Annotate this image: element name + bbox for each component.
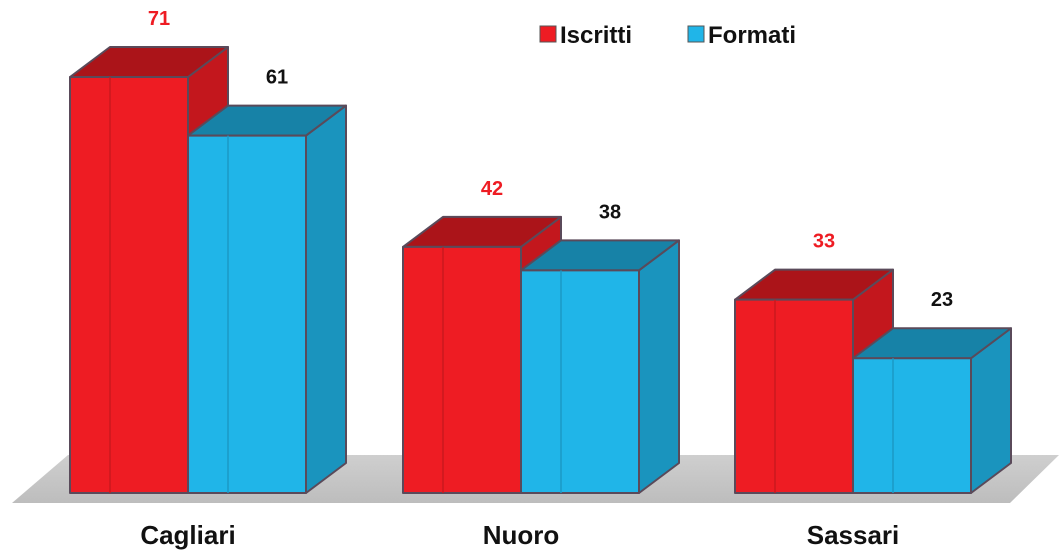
legend-label-formati: Formati [708, 22, 796, 49]
category-label-sassari: Sassari [807, 520, 900, 550]
bar-formati-cagliari[interactable] [187, 104, 347, 494]
bar-front [520, 269, 640, 494]
bar-side [638, 239, 680, 494]
bar-formati-sassari[interactable] [852, 327, 1012, 494]
data-label-formati-nuoro: 38 [599, 201, 621, 223]
legend-item-iscritti[interactable]: Iscritti [539, 22, 632, 49]
bar-front [402, 245, 522, 494]
data-label-formati-cagliari: 61 [266, 67, 288, 89]
bar-front [187, 134, 307, 494]
legend-swatch-iscritti [539, 25, 557, 43]
bar-side [305, 104, 347, 494]
legend: Iscritti Formati [539, 22, 796, 49]
bar-front [852, 357, 972, 494]
bars-layer [69, 46, 1012, 494]
category-label-cagliari: Cagliari [140, 520, 235, 550]
bar-front [734, 298, 854, 494]
data-label-formati-sassari: 23 [931, 289, 953, 311]
bar-formati-nuoro[interactable] [520, 239, 680, 494]
legend-label-iscritti: Iscritti [560, 22, 632, 49]
data-label-iscritti-nuoro: 42 [481, 178, 503, 200]
category-label-nuoro: Nuoro [483, 520, 560, 550]
data-label-iscritti-sassari: 33 [813, 231, 835, 253]
labels-layer: 71 61 Cagliari 42 38 Nuoro 33 23 Sassari [140, 8, 953, 550]
legend-item-formati[interactable]: Formati [687, 22, 796, 49]
bar-front [69, 76, 189, 494]
legend-swatch-formati [687, 25, 705, 43]
data-label-iscritti-cagliari: 71 [148, 8, 170, 30]
